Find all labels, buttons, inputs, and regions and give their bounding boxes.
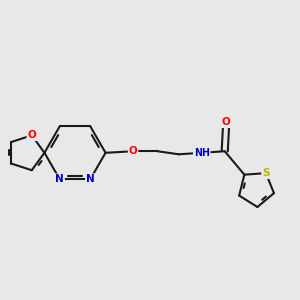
Text: S: S bbox=[262, 168, 270, 178]
Text: O: O bbox=[27, 130, 36, 140]
Text: O: O bbox=[129, 146, 137, 156]
Text: N: N bbox=[55, 174, 64, 184]
Text: O: O bbox=[222, 117, 231, 127]
Text: N: N bbox=[86, 174, 95, 184]
Text: NH: NH bbox=[194, 148, 210, 158]
